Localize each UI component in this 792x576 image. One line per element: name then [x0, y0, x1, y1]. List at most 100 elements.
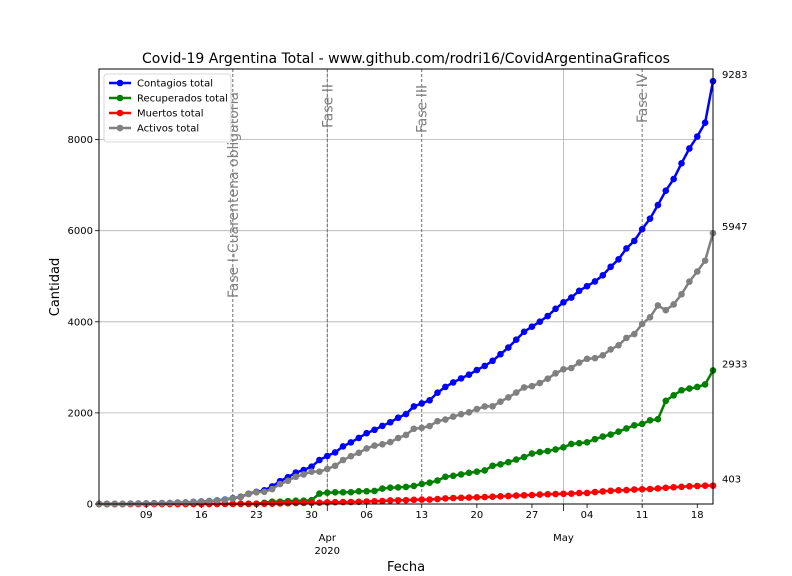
data-point	[670, 301, 677, 308]
data-point	[386, 418, 394, 426]
data-point	[331, 462, 339, 470]
data-point	[316, 499, 323, 507]
data-point	[552, 446, 559, 453]
data-point	[497, 460, 504, 468]
data-point	[512, 389, 520, 396]
data-point	[497, 350, 504, 358]
data-point	[308, 468, 315, 475]
y-tick-label: 2000	[68, 408, 93, 419]
data-point	[410, 403, 418, 410]
end-value-label: 5947	[722, 222, 747, 233]
x-tick-label: 06	[360, 510, 373, 521]
data-point	[528, 323, 536, 331]
data-point	[575, 489, 583, 497]
data-point	[552, 490, 559, 498]
data-point	[638, 420, 646, 428]
data-point	[552, 370, 559, 377]
data-point	[623, 425, 630, 432]
data-point	[229, 495, 237, 502]
x-tick-label: 04	[581, 510, 594, 521]
y-tick-label: 6000	[68, 226, 93, 237]
data-point	[316, 490, 323, 497]
x-tick-label: 11	[636, 510, 649, 521]
data-point	[536, 379, 544, 387]
legend-label: Activos total	[137, 124, 199, 135]
data-point	[693, 268, 701, 275]
data-point	[331, 449, 339, 456]
data-point	[457, 494, 465, 502]
end-value-label: 403	[722, 475, 741, 486]
data-point	[339, 456, 347, 464]
data-point	[630, 422, 638, 429]
data-point	[693, 133, 701, 140]
data-point	[544, 490, 551, 498]
data-point	[623, 245, 630, 252]
data-point	[638, 225, 646, 233]
data-point	[355, 434, 363, 442]
data-point	[591, 278, 599, 285]
phase-label: Fase III	[415, 85, 431, 133]
data-point	[575, 439, 583, 447]
data-point	[292, 499, 300, 507]
data-point	[512, 336, 520, 344]
data-point	[623, 486, 630, 494]
data-point	[686, 482, 693, 490]
data-point	[654, 201, 662, 209]
data-point	[591, 488, 599, 496]
data-point	[528, 491, 536, 499]
data-point	[638, 485, 646, 493]
data-point	[363, 487, 370, 495]
x-year-label: 2020	[315, 546, 340, 557]
data-point	[701, 119, 709, 126]
data-point	[473, 366, 481, 374]
data-point	[686, 145, 693, 152]
data-point	[316, 468, 323, 475]
data-point	[481, 467, 489, 474]
data-point	[379, 485, 386, 492]
data-point	[473, 468, 481, 476]
data-point	[528, 450, 536, 457]
data-point	[505, 394, 512, 401]
data-point	[465, 494, 473, 501]
data-point	[426, 422, 433, 430]
data-point	[678, 290, 685, 298]
data-point	[379, 497, 386, 505]
data-point	[465, 371, 473, 378]
x-tick-label: 18	[691, 510, 704, 521]
data-point	[654, 485, 662, 492]
data-point	[253, 488, 260, 496]
data-point	[386, 497, 394, 504]
data-point	[528, 382, 536, 390]
x-tick-label: 16	[195, 510, 208, 521]
data-point	[426, 479, 433, 486]
x-tick-label: 30	[305, 510, 318, 521]
data-point	[489, 357, 496, 365]
data-point	[268, 485, 276, 493]
data-point	[560, 365, 567, 373]
data-point	[536, 448, 544, 456]
data-point	[505, 458, 512, 466]
data-point	[591, 354, 599, 362]
x-tick-label: 23	[250, 510, 263, 521]
data-point	[536, 318, 544, 325]
data-point	[630, 330, 638, 338]
data-point	[434, 417, 441, 425]
data-point	[646, 485, 654, 493]
data-point	[158, 499, 166, 507]
data-point	[481, 493, 489, 501]
legend-marker	[116, 94, 124, 102]
data-point	[512, 456, 520, 463]
data-point	[418, 424, 426, 432]
data-point	[505, 344, 512, 351]
data-point	[245, 490, 252, 498]
data-point	[481, 362, 489, 370]
data-point	[371, 426, 378, 434]
data-point	[599, 352, 607, 359]
data-point	[489, 462, 496, 470]
data-point	[520, 384, 528, 391]
data-point	[449, 472, 457, 480]
data-point	[418, 496, 426, 503]
data-point	[323, 452, 331, 460]
data-point	[339, 489, 347, 496]
data-point	[237, 493, 244, 501]
